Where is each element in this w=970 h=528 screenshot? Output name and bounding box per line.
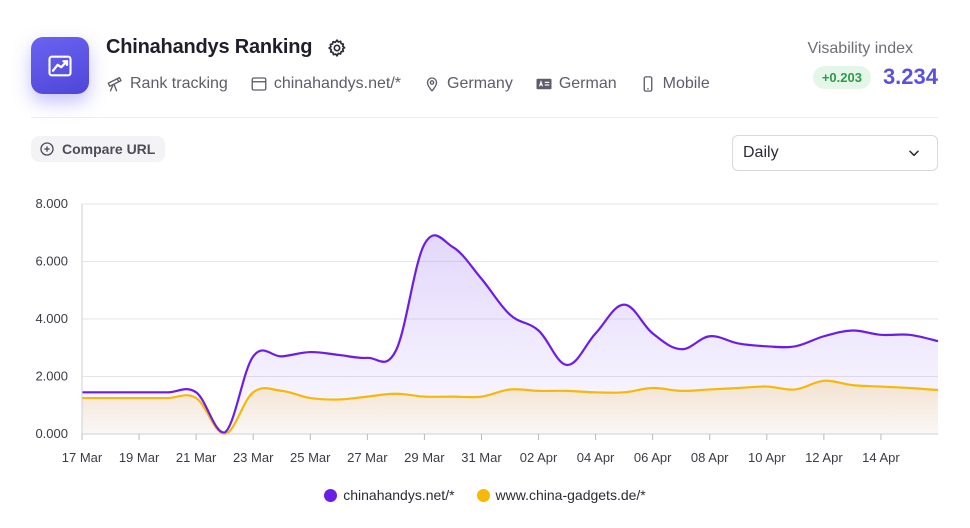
language-icon: [536, 78, 552, 90]
compare-url-label: Compare URL: [62, 141, 156, 157]
meta-rank-tracking: Rank tracking: [106, 75, 228, 93]
legend-item-china-gadgets[interactable]: www.china-gadgets.de/*: [476, 487, 646, 503]
x-tick-label: 31 Mar: [461, 450, 502, 465]
visibility-delta-badge: +0.203: [812, 65, 871, 89]
x-tick-label: 27 Mar: [347, 450, 388, 465]
x-tick-label: 08 Apr: [691, 450, 729, 465]
legend-item-chinahandys[interactable]: chinahandys.net/*: [324, 487, 455, 503]
legend-label: chinahandys.net/*: [343, 487, 455, 503]
y-tick-label: 6.000: [35, 254, 68, 269]
x-tick-label: 02 Apr: [520, 450, 558, 465]
meta-url: chinahandys.net/*: [250, 75, 401, 93]
telescope-icon: [107, 76, 122, 92]
plus-circle-icon: [40, 142, 54, 156]
visibility-label: Visability index: [807, 40, 913, 57]
x-tick-label: 10 Apr: [748, 450, 786, 465]
browser-window-icon: [251, 77, 267, 91]
x-tick-label: 25 Mar: [290, 450, 331, 465]
interval-select-value: Daily: [743, 144, 779, 161]
meta-device: Mobile: [639, 75, 710, 93]
meta-label: German: [558, 75, 617, 92]
x-tick-label: 12 Apr: [805, 450, 843, 465]
series-line-chinahandys[interactable]: [81, 234, 939, 434]
x-tick-label: 21 Mar: [176, 450, 217, 465]
x-tick-label: 23 Mar: [233, 450, 274, 465]
x-tick-label: 14 Apr: [862, 450, 900, 465]
x-tick-label: 06 Apr: [634, 450, 672, 465]
y-tick-label: 0.000: [35, 426, 68, 441]
meta-label: Germany: [447, 75, 513, 92]
x-tick-label: 29 Mar: [404, 450, 445, 465]
meta-country: Germany: [423, 75, 513, 93]
visibility-chart: 0.000 2.000 4.000 6.000 8.000 17 Mar 19 Mar 21 …: [35, 196, 939, 465]
legend-dot: [476, 488, 490, 502]
app-trending-icon: [31, 37, 89, 94]
meta-language: German: [535, 75, 617, 93]
legend-label: www.china-gadgets.de/*: [495, 487, 646, 503]
title-row: Chinahandys Ranking: [106, 36, 348, 59]
visibility-metric: +0.203 3.234: [812, 64, 938, 90]
y-tick-label: 4.000: [35, 311, 68, 326]
x-tick-label: 19 Mar: [119, 450, 160, 465]
mobile-icon: [643, 76, 653, 92]
series-area-chinahandys: [82, 235, 938, 434]
interval-select[interactable]: Daily: [732, 135, 938, 171]
meta-label: chinahandys.net/*: [273, 75, 402, 92]
gear-icon[interactable]: [326, 37, 348, 59]
location-pin-icon: [426, 77, 438, 92]
legend-dot: [324, 488, 338, 502]
visibility-value: 3.234: [882, 64, 938, 89]
chart-legend: chinahandys.net/* www.china-gadgets.de/*: [0, 487, 970, 503]
meta-label: Rank tracking: [130, 75, 228, 92]
y-tick-label: 8.000: [35, 196, 68, 211]
page-title: Chinahandys Ranking: [106, 36, 313, 58]
x-tick-label: 04 Apr: [577, 450, 615, 465]
chevron-down-icon: [909, 150, 919, 157]
x-tick-label: 17 Mar: [62, 450, 103, 465]
compare-url-button[interactable]: Compare URL: [31, 136, 166, 162]
meta-label: Mobile: [662, 75, 710, 92]
header-divider: [31, 117, 938, 118]
y-tick-label: 2.000: [35, 369, 68, 384]
project-meta: Rank tracking chinahandys.net/* Germany …: [106, 75, 710, 93]
